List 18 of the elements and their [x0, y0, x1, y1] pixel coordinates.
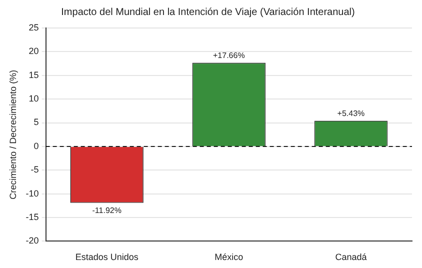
x-tick-label: México — [214, 252, 244, 262]
x-tick-label: Estados Unidos — [75, 252, 139, 262]
y-tick-label: -10 — [26, 188, 39, 198]
data-label: +17.66% — [213, 50, 245, 60]
data-label: +5.43% — [337, 108, 365, 118]
chart-title: Impacto del Mundial en la Intención de Viaje (Variación Interanual) — [61, 6, 355, 18]
y-tick-label: 0 — [34, 140, 39, 151]
y-tick-label: 10 — [28, 94, 39, 104]
y-axis-title: Crecimiento / Decrecimiento (%) — [8, 70, 18, 200]
x-tick-label: Canadá — [335, 252, 367, 262]
y-tick-label: 20 — [28, 46, 39, 56]
y-tick-label: -15 — [26, 212, 39, 222]
y-tick-label: -5 — [30, 164, 39, 175]
y-tick-label: -20 — [26, 236, 39, 246]
data-label: -11.92% — [92, 206, 122, 216]
y-tick-label: 25 — [28, 22, 39, 32]
y-tick-label: 15 — [28, 70, 39, 80]
y-tick-label: 5 — [34, 117, 39, 128]
